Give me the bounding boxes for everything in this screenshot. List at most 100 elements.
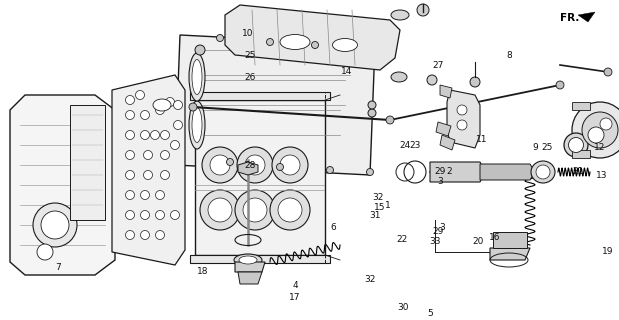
Circle shape — [245, 155, 265, 175]
Circle shape — [277, 164, 284, 171]
Text: 5: 5 — [427, 308, 433, 317]
Polygon shape — [572, 150, 590, 158]
Circle shape — [208, 198, 232, 222]
Text: 29: 29 — [435, 167, 446, 177]
Circle shape — [155, 230, 165, 239]
Polygon shape — [430, 162, 485, 182]
Text: 11: 11 — [476, 135, 488, 145]
Circle shape — [272, 147, 308, 183]
Circle shape — [195, 45, 205, 55]
Ellipse shape — [192, 108, 202, 142]
Circle shape — [170, 211, 180, 220]
Circle shape — [41, 211, 69, 239]
Circle shape — [160, 171, 170, 180]
Circle shape — [126, 171, 134, 180]
Polygon shape — [440, 85, 452, 98]
Circle shape — [165, 98, 175, 107]
Polygon shape — [195, 100, 325, 255]
Circle shape — [126, 95, 134, 105]
Text: 27: 27 — [432, 60, 444, 69]
Text: 16: 16 — [489, 234, 501, 243]
Text: 26: 26 — [245, 74, 256, 83]
Polygon shape — [10, 95, 115, 275]
Text: 31: 31 — [370, 211, 381, 220]
Ellipse shape — [280, 35, 310, 50]
Text: 1: 1 — [385, 201, 391, 210]
Circle shape — [155, 106, 165, 115]
Circle shape — [270, 190, 310, 230]
Polygon shape — [493, 232, 527, 248]
Circle shape — [141, 211, 150, 220]
Circle shape — [470, 77, 480, 87]
Circle shape — [600, 118, 612, 130]
Ellipse shape — [192, 60, 202, 94]
Circle shape — [217, 35, 223, 42]
Text: 3: 3 — [437, 178, 443, 187]
Circle shape — [267, 38, 274, 45]
Text: 18: 18 — [197, 268, 209, 276]
Circle shape — [210, 155, 230, 175]
Circle shape — [141, 190, 150, 199]
Circle shape — [170, 140, 180, 149]
Text: 21: 21 — [573, 167, 584, 177]
Circle shape — [457, 120, 467, 130]
Text: 7: 7 — [55, 263, 61, 273]
Ellipse shape — [234, 254, 262, 266]
Text: 3: 3 — [439, 223, 445, 233]
Circle shape — [126, 131, 134, 140]
Ellipse shape — [564, 133, 588, 157]
Text: 29: 29 — [432, 228, 444, 236]
Text: 22: 22 — [396, 236, 408, 244]
Polygon shape — [235, 262, 265, 272]
Polygon shape — [225, 5, 400, 70]
Text: 2: 2 — [446, 167, 452, 177]
Circle shape — [326, 166, 334, 173]
Circle shape — [311, 42, 319, 49]
Circle shape — [37, 244, 53, 260]
Text: 4: 4 — [292, 281, 298, 290]
Circle shape — [235, 190, 275, 230]
Text: 8: 8 — [506, 51, 512, 60]
Circle shape — [368, 101, 376, 109]
Circle shape — [126, 110, 134, 119]
Text: 13: 13 — [596, 171, 608, 180]
Circle shape — [144, 150, 152, 159]
Polygon shape — [190, 92, 330, 100]
Polygon shape — [436, 122, 451, 136]
Ellipse shape — [189, 101, 205, 149]
Circle shape — [126, 150, 134, 159]
Circle shape — [126, 190, 134, 199]
Circle shape — [141, 131, 150, 140]
Circle shape — [572, 102, 619, 158]
Text: 20: 20 — [472, 237, 483, 246]
Polygon shape — [447, 90, 480, 148]
Ellipse shape — [568, 138, 584, 153]
Circle shape — [126, 211, 134, 220]
Text: 15: 15 — [374, 203, 386, 212]
Text: 12: 12 — [594, 143, 605, 153]
Polygon shape — [190, 255, 330, 263]
Text: 32: 32 — [372, 193, 384, 202]
Ellipse shape — [531, 161, 555, 183]
Text: 10: 10 — [242, 28, 254, 37]
Polygon shape — [578, 12, 595, 22]
Circle shape — [173, 121, 183, 130]
Text: 25: 25 — [541, 143, 553, 153]
Polygon shape — [572, 102, 590, 110]
Ellipse shape — [239, 256, 257, 264]
Circle shape — [588, 127, 604, 143]
Text: 6: 6 — [330, 223, 336, 233]
Circle shape — [155, 190, 165, 199]
Ellipse shape — [153, 99, 171, 111]
Circle shape — [386, 116, 394, 124]
Text: 32: 32 — [365, 276, 376, 284]
Polygon shape — [238, 162, 258, 175]
Text: 33: 33 — [429, 237, 441, 246]
Text: FR.: FR. — [560, 13, 579, 23]
Ellipse shape — [189, 53, 205, 101]
Circle shape — [155, 211, 165, 220]
Text: 17: 17 — [289, 293, 301, 302]
Polygon shape — [238, 272, 262, 284]
Circle shape — [126, 230, 134, 239]
Circle shape — [227, 158, 233, 165]
